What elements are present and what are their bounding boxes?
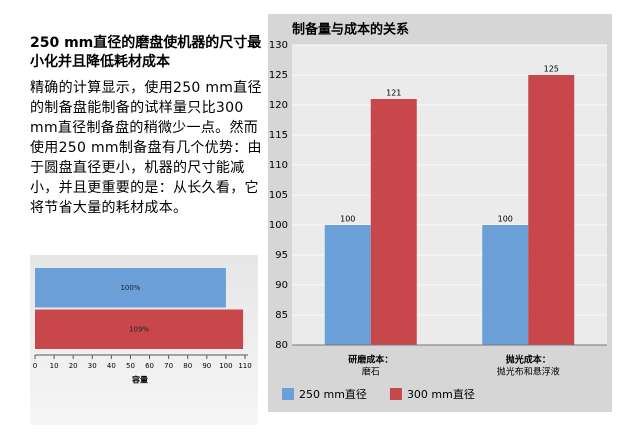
value-label: 109%	[129, 325, 149, 333]
x-tick-label: 40	[107, 362, 116, 370]
heading: 250 mm直径的磨盘使机器的尺寸最小化并且降低耗材成本	[30, 35, 262, 70]
legend-label: 250 mm直径	[299, 387, 367, 401]
y-tick-label: 80	[275, 340, 288, 351]
x-tick-label: 60	[145, 362, 154, 370]
y-tick-label: 90	[275, 280, 288, 291]
x-tick-label: 30	[88, 362, 97, 370]
y-tick-label: 125	[269, 70, 288, 81]
y-tick-label: 85	[275, 310, 288, 321]
y-tick-label: 100	[269, 220, 288, 231]
bar	[35, 309, 244, 349]
x-tick-label: 抛光布和悬浮液	[497, 366, 560, 378]
bar	[35, 268, 226, 308]
value-label: 100%	[120, 284, 140, 292]
x-tick-label: 80	[183, 362, 192, 370]
y-tick-label: 95	[275, 250, 288, 261]
y-tick-label: 120	[269, 100, 288, 111]
x-tick-label: 抛光成本：	[506, 354, 551, 366]
x-tick-label: 20	[69, 362, 78, 370]
text-block: 250 mm直径的磨盘使机器的尺寸最小化并且降低耗材成本 精确的计算显示，使用2…	[30, 34, 270, 218]
x-tick-label: 90	[202, 362, 211, 370]
value-label: 100	[498, 215, 513, 224]
bar	[324, 225, 371, 345]
bar	[528, 75, 575, 345]
y-tick-label: 110	[269, 160, 288, 171]
x-tick-label: 0	[33, 362, 37, 370]
y-tick-label: 115	[269, 130, 288, 141]
value-label: 121	[386, 89, 401, 98]
bar	[482, 225, 529, 345]
legend-swatch	[282, 388, 294, 400]
x-tick-label: 70	[164, 362, 173, 370]
bar	[370, 99, 417, 345]
value-label: 125	[544, 65, 559, 74]
legend-label: 300 mm直径	[407, 387, 475, 401]
y-tick-label: 105	[269, 190, 288, 201]
value-label: 100	[340, 215, 355, 224]
x-tick-label: 50	[126, 362, 135, 370]
x-axis-label: 容量	[131, 375, 148, 385]
x-tick-label: 研磨成本：	[348, 354, 393, 366]
x-tick-label: 110	[238, 362, 251, 370]
legend-swatch	[389, 388, 402, 400]
y-tick-label: 130	[269, 40, 288, 51]
x-tick-label: 100	[219, 362, 232, 370]
body-text: 精确的计算显示，使用250 mm直径的制备盘能制备的试样量只比300 mm直径制…	[30, 80, 262, 216]
x-tick-label: 10	[50, 362, 59, 370]
chart-title: 制备量与成本的关系	[292, 22, 409, 38]
x-tick-label: 磨石	[362, 367, 380, 378]
